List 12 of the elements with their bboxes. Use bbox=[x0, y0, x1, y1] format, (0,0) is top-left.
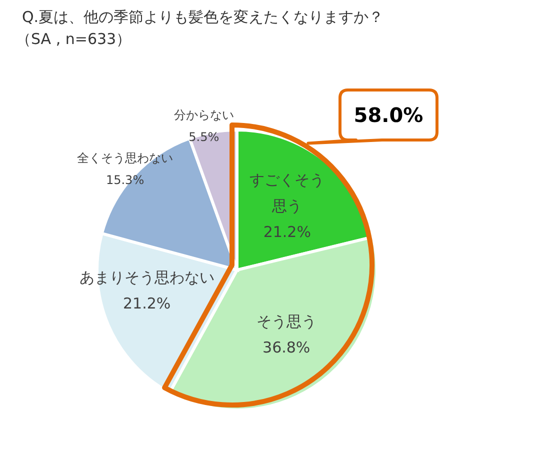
slice-label: 分からない bbox=[174, 108, 234, 122]
data-label: 5.5% bbox=[188, 130, 220, 144]
text: 58.0% bbox=[354, 103, 424, 127]
chart-subtitle: （SA , n=633） bbox=[16, 29, 132, 50]
chart-title: Q.夏は、他の季節よりも髪色を変えたくなりますか？ bbox=[22, 7, 384, 28]
slice-label: そう思う bbox=[256, 312, 316, 330]
data-label: 21.2% bbox=[263, 223, 311, 242]
data-label: 21.2% bbox=[122, 294, 171, 312]
slice-label: あまりそう思わない bbox=[79, 268, 214, 286]
data-label: 36.8% bbox=[262, 338, 310, 356]
slice-label: 全くそう思わない bbox=[77, 151, 174, 166]
slice-label: すごくそう思う bbox=[250, 171, 325, 216]
